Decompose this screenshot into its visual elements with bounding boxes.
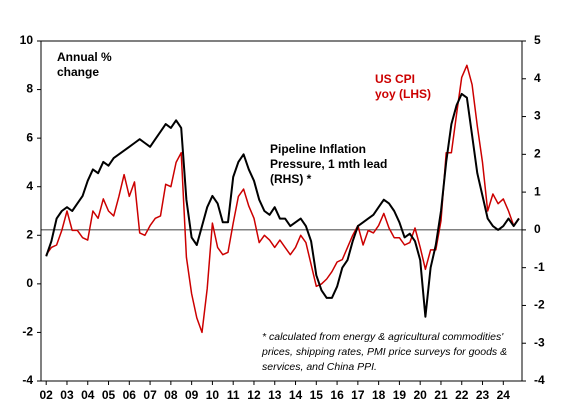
footnote: services, and China PPI. bbox=[262, 361, 377, 373]
x-tick-label: 15 bbox=[310, 388, 324, 402]
series-label: (RHS) * bbox=[270, 172, 312, 186]
series-label: Pipeline Inflation bbox=[270, 142, 366, 156]
footnote: * calculated from energy & agricultural … bbox=[262, 331, 504, 343]
series-line bbox=[45, 92, 520, 318]
x-tick-label: 13 bbox=[268, 388, 282, 402]
axis-note: Annual % bbox=[57, 50, 112, 64]
x-tick-label: 03 bbox=[60, 388, 74, 402]
y2-tick-label: 1 bbox=[534, 184, 541, 198]
x-tick-label: 08 bbox=[164, 388, 178, 402]
x-tick-label: 02 bbox=[40, 388, 54, 402]
x-tick-label: 04 bbox=[81, 388, 95, 402]
footnote: prices, shipping rates, PMI price survey… bbox=[261, 346, 507, 358]
x-tick-label: 09 bbox=[185, 388, 199, 402]
x-tick-label: 06 bbox=[123, 388, 137, 402]
y2-tick-label: 4 bbox=[534, 71, 541, 85]
series-label: Pressure, 1 mth lead bbox=[270, 157, 387, 171]
x-tick-label: 17 bbox=[351, 388, 365, 402]
series-line bbox=[45, 64, 520, 334]
y-tick-label: 8 bbox=[26, 82, 33, 96]
x-tick-label: 07 bbox=[143, 388, 157, 402]
series-label: US CPI bbox=[375, 72, 415, 86]
y2-tick-label: -4 bbox=[534, 373, 545, 387]
x-tick-label: 14 bbox=[289, 388, 303, 402]
y2-tick-label: -1 bbox=[534, 260, 545, 274]
x-tick-label: 19 bbox=[393, 388, 407, 402]
y-tick-label: 2 bbox=[26, 227, 33, 241]
y-tick-label: -2 bbox=[22, 325, 33, 339]
x-tick-label: 21 bbox=[434, 388, 448, 402]
x-tick-label: 20 bbox=[414, 388, 428, 402]
y-tick-label: 10 bbox=[20, 33, 34, 47]
x-tick-label: 18 bbox=[372, 388, 386, 402]
x-tick-label: 12 bbox=[247, 388, 261, 402]
x-tick-label: 23 bbox=[476, 388, 490, 402]
y-tick-label: -4 bbox=[22, 373, 33, 387]
x-tick-label: 11 bbox=[227, 388, 240, 402]
y2-tick-label: -2 bbox=[534, 298, 545, 312]
y2-tick-label: -3 bbox=[534, 335, 545, 349]
series-label: yoy (LHS) bbox=[375, 87, 431, 101]
y2-tick-label: 3 bbox=[534, 109, 541, 123]
y-tick-label: 0 bbox=[26, 276, 33, 290]
y2-tick-label: 0 bbox=[534, 222, 541, 236]
y-tick-label: 4 bbox=[26, 179, 33, 193]
x-tick-label: 05 bbox=[102, 388, 116, 402]
x-tick-label: 22 bbox=[455, 388, 469, 402]
y2-tick-label: 5 bbox=[534, 33, 541, 47]
x-tick-label: 24 bbox=[497, 388, 511, 402]
y2-tick-label: 2 bbox=[534, 147, 541, 161]
x-tick-label: 10 bbox=[206, 388, 220, 402]
y-tick-label: 6 bbox=[26, 130, 33, 144]
axis-note: change bbox=[57, 65, 99, 79]
x-tick-label: 16 bbox=[330, 388, 344, 402]
plot-frame bbox=[40, 40, 523, 382]
